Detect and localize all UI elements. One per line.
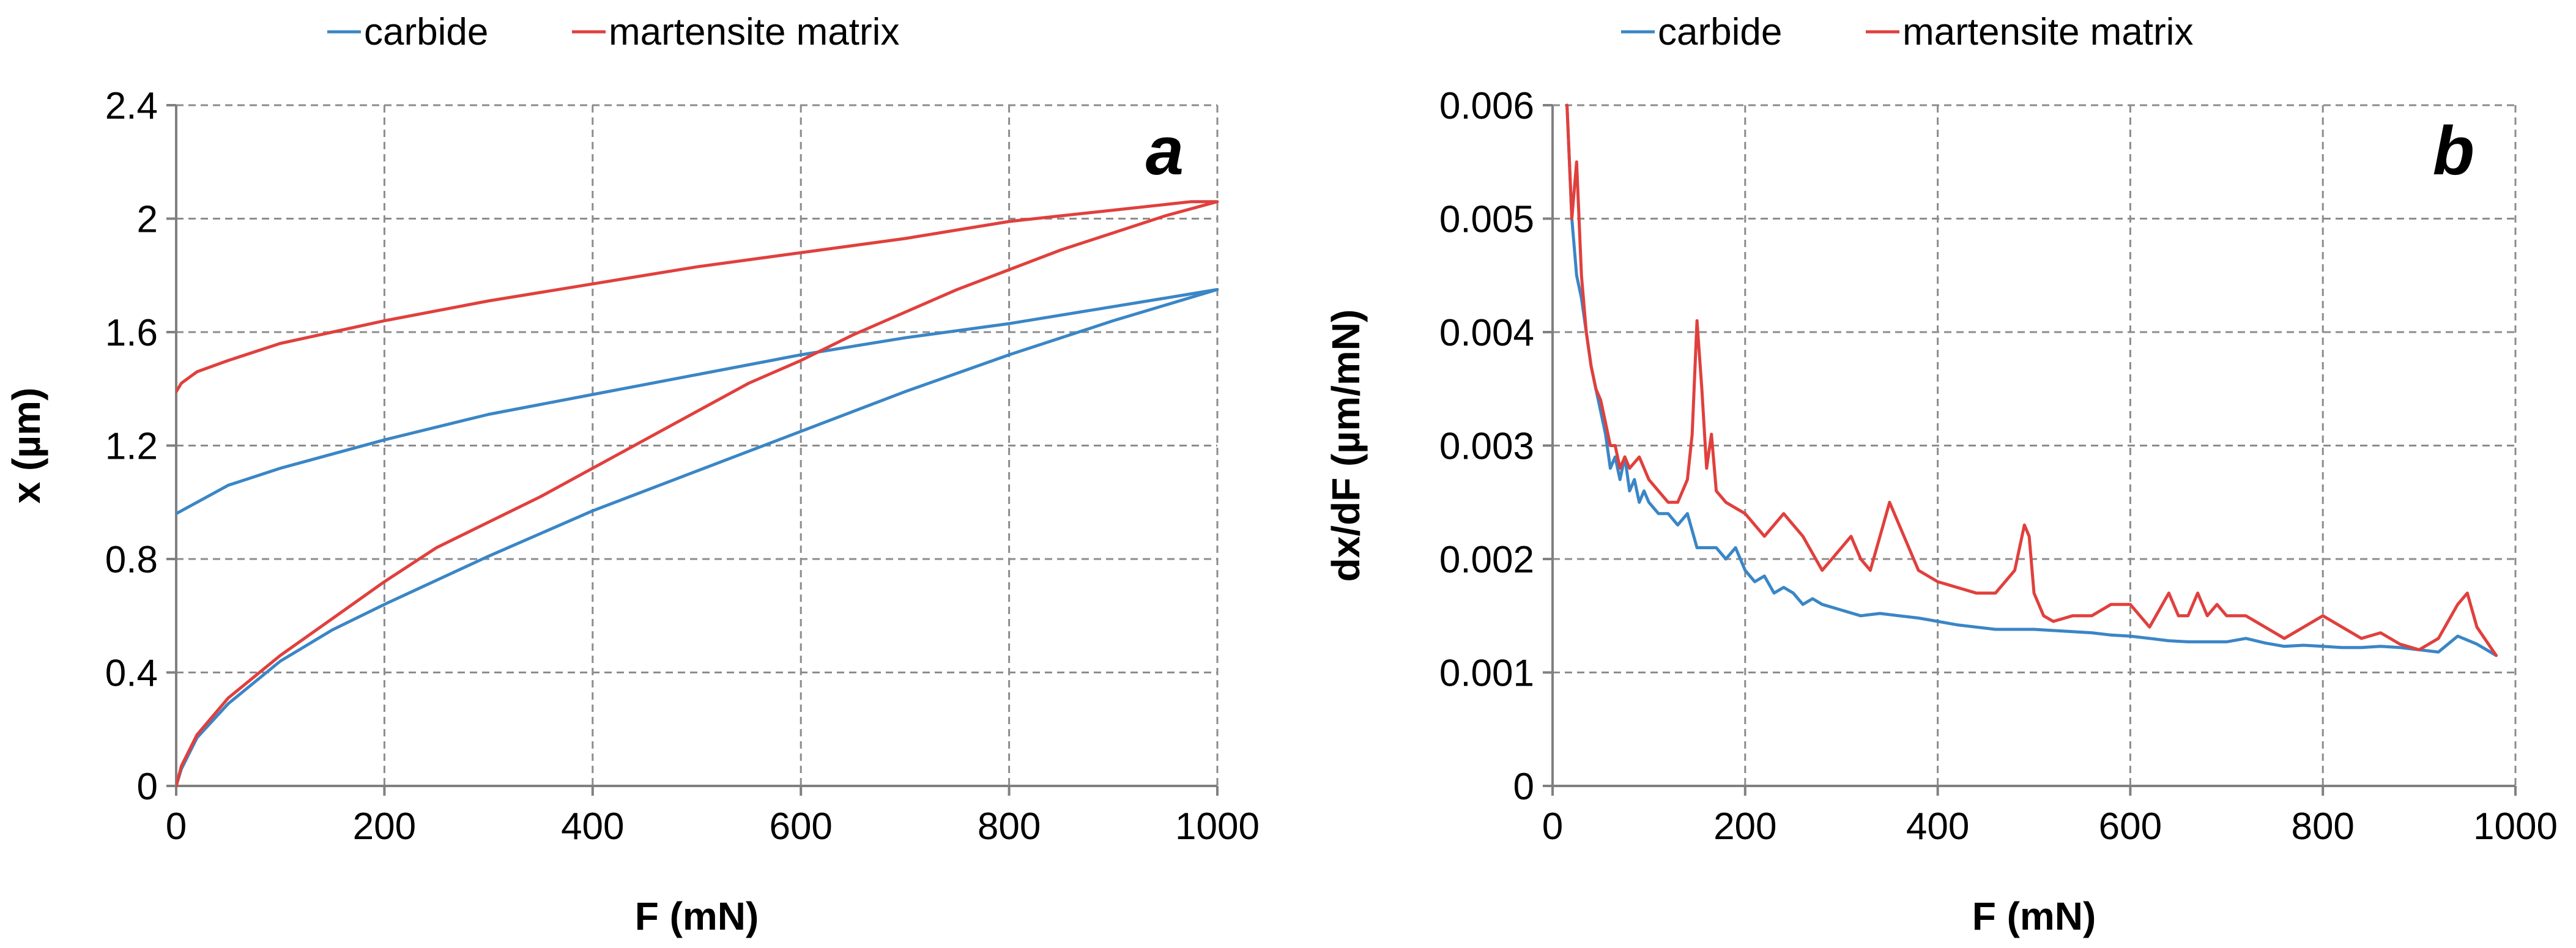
legend-label-carbide: carbide bbox=[1658, 11, 1782, 53]
x-tick-label: 1000 bbox=[1175, 805, 1260, 848]
y-tick-label: 0.006 bbox=[1439, 85, 1534, 127]
y-tick-label: 0.002 bbox=[1439, 539, 1534, 581]
legend-label-carbide: carbide bbox=[364, 11, 488, 53]
y-tick-label: 0.005 bbox=[1439, 199, 1534, 241]
y-tick-label: 0.4 bbox=[105, 653, 158, 695]
y-tick-label: 0.003 bbox=[1439, 426, 1534, 468]
x-tick-label: 200 bbox=[1713, 805, 1776, 848]
x-tick-label: 400 bbox=[1906, 805, 1969, 848]
x-axis-title: F (mN) bbox=[635, 894, 759, 938]
x-axis-title: F (mN) bbox=[1972, 894, 2096, 938]
y-tick-label: 0 bbox=[137, 766, 158, 808]
x-tick-label: 400 bbox=[561, 805, 624, 848]
x-tick-label: 800 bbox=[978, 805, 1041, 848]
panel-letter: b bbox=[2433, 113, 2474, 189]
legend-label-martensite: martensite matrix bbox=[609, 11, 899, 53]
y-tick-label: 0.004 bbox=[1439, 312, 1534, 354]
panel-b: 0 200 400 600 800 1000 0 0.001 0.002 0.003 0.004 0.… bbox=[1324, 11, 2558, 938]
x-tick-label: 0 bbox=[1542, 805, 1563, 848]
series-line-carbide bbox=[176, 287, 1219, 788]
x-tick-label: 1000 bbox=[2473, 805, 2558, 848]
y-tick-label: 2.4 bbox=[105, 85, 158, 127]
y-axis-title: dx/dF (µm/mN) bbox=[1324, 309, 1368, 582]
x-tick-label: 200 bbox=[353, 805, 416, 848]
panel-a: 0 200 400 600 800 1000 0 0.4 0.8 1.2 1.6 2 2.4 F (mN)… bbox=[4, 11, 1260, 938]
y-tick-label: 1.2 bbox=[105, 426, 158, 468]
series-line-martensite bbox=[176, 200, 1219, 788]
y-axis-title: x (µm) bbox=[4, 388, 48, 504]
y-tick-label: 0.8 bbox=[105, 539, 158, 581]
legend-label-martensite: martensite matrix bbox=[1902, 11, 2193, 53]
y-tick-label: 0 bbox=[1513, 766, 1534, 808]
x-tick-label: 600 bbox=[769, 805, 832, 848]
y-tick-label: 1.6 bbox=[105, 312, 158, 354]
series-line-martensite bbox=[1565, 103, 2498, 657]
x-tick-label: 0 bbox=[166, 805, 187, 848]
x-tick-label: 600 bbox=[2099, 805, 2162, 848]
y-tick-label: 2 bbox=[137, 199, 158, 241]
y-tick-label: 0.001 bbox=[1439, 653, 1534, 695]
x-tick-label: 800 bbox=[2291, 805, 2354, 848]
panel-letter: a bbox=[1146, 113, 1184, 189]
